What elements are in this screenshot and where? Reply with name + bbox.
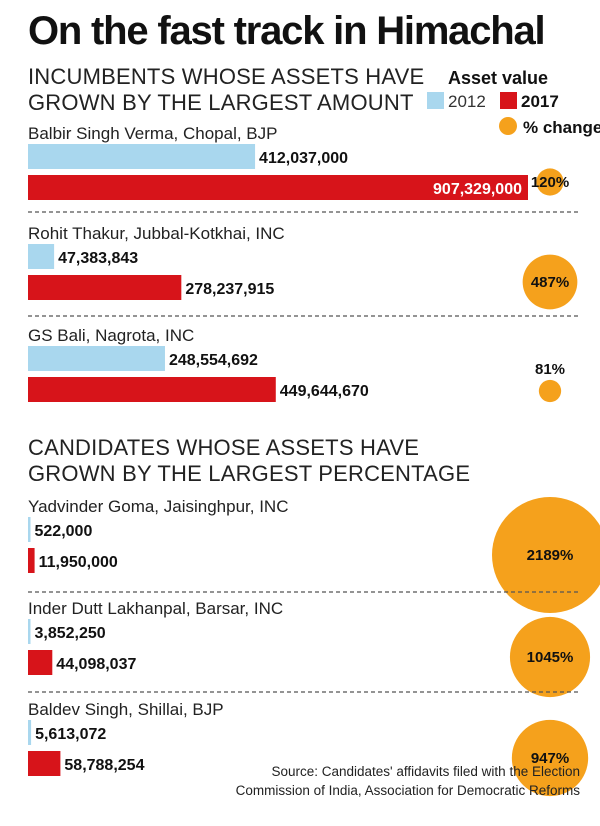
pct-change-label: 947% [531, 750, 569, 767]
row-name: GS Bali, Nagrota, INC [28, 326, 194, 345]
bar-2017 [28, 751, 61, 776]
pct-change-label: 487% [531, 274, 569, 291]
pct-change-bubble [511, 719, 589, 797]
row-name: Rohit Thakur, Jubbal-Kotkhai, INC [28, 224, 285, 243]
bar-2017 [28, 650, 53, 675]
bar-2017 [28, 175, 528, 200]
legend-swatch-pct-change [499, 117, 517, 135]
pct-change-label: 2189% [527, 547, 574, 564]
section-title-candidates-line2: GROWN BY THE LARGEST PERCENTAGE [28, 461, 470, 486]
bar-rows: Balbir Singh Verma, Chopal, BJP 412,037,0… [28, 124, 600, 797]
legend-swatch-2017 [500, 92, 517, 109]
section-title-incumbents-line1: INCUMBENTS WHOSE ASSETS HAVE [28, 64, 424, 89]
legend-label-pct-change: % change [523, 118, 600, 137]
row-name: Inder Dutt Lakhanpal, Barsar, INC [28, 599, 283, 618]
bar-2012 [28, 144, 256, 169]
value-label-2017: 449,644,670 [280, 383, 369, 400]
legend: Asset value 2012 2017 % change [427, 68, 600, 137]
legend-swatch-2012 [427, 92, 444, 109]
section-title-incumbents-line2: GROWN BY THE LARGEST AMOUNT [28, 90, 414, 115]
value-label-2017: 907,329,000 [433, 181, 522, 198]
value-label-2012: 47,383,843 [58, 250, 138, 267]
pct-change-bubble [509, 616, 591, 698]
value-label-2012: 248,554,692 [169, 352, 258, 369]
bar-2012 [28, 619, 31, 644]
bar-2017 [28, 275, 182, 300]
pct-change-bubble [536, 168, 564, 196]
value-label-2017: 58,788,254 [64, 757, 144, 774]
bar-2012 [28, 346, 165, 371]
row-name: Baldev Singh, Shillai, BJP [28, 700, 224, 719]
value-label-2012: 5,613,072 [35, 726, 106, 743]
value-label-2012: 522,000 [35, 523, 93, 540]
value-label-2017: 11,950,000 [39, 554, 118, 571]
bar-2012 [28, 517, 31, 542]
pct-change-label: 81% [535, 361, 565, 378]
bar-2017 [28, 377, 276, 402]
legend-label-2017: 2017 [521, 92, 559, 111]
legend-label-2012: 2012 [448, 92, 486, 111]
chart-title: On the fast track in Himachal [28, 9, 544, 53]
row-name: Yadvinder Goma, Jaisinghpur, INC [28, 497, 288, 516]
bar-2012 [28, 720, 32, 745]
bar-2017 [28, 548, 35, 573]
pct-change-label: 120% [531, 174, 569, 191]
legend-title: Asset value [448, 68, 548, 88]
value-label-2017: 278,237,915 [185, 281, 274, 298]
pct-change-bubble [492, 497, 600, 613]
bar-2012 [28, 244, 55, 269]
section-title-candidates-line1: CANDIDATES WHOSE ASSETS HAVE [28, 435, 419, 460]
pct-change-bubble [522, 254, 578, 310]
pct-change-bubble [538, 379, 562, 403]
row-name: Balbir Singh Verma, Chopal, BJP [28, 124, 277, 143]
source-line-1: Source: Candidates' affidavits filed wit… [271, 764, 580, 779]
pct-change-label: 1045% [527, 649, 574, 666]
value-label-2017: 44,098,037 [56, 656, 136, 673]
source-line-2: Commission of India, Association for Dem… [236, 783, 581, 798]
value-label-2012: 412,037,000 [259, 150, 348, 167]
value-label-2012: 3,852,250 [35, 625, 106, 642]
